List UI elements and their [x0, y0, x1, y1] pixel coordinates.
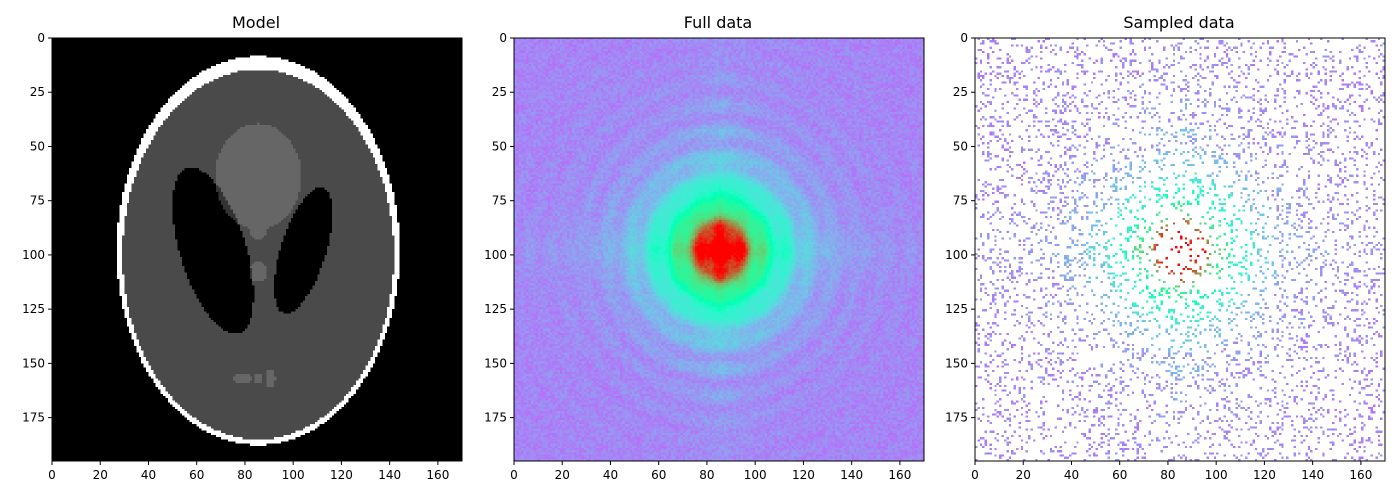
x-tick-label: 100 [744, 468, 767, 482]
x-tick-label: 80 [237, 468, 252, 482]
tick-group: 0 20 40 60 80 100 120 140 160 0 25 50 75 100 125 150 175 [945, 31, 1372, 482]
x-tick-label: 20 [555, 468, 570, 482]
y-tick-label: 100 [22, 248, 45, 262]
y-tick-label: 125 [484, 302, 507, 316]
x-tick-label: 140 [378, 468, 401, 482]
y-tick-label: 50 [953, 139, 968, 153]
heatmap-image [514, 38, 924, 461]
y-tick-label: 175 [945, 411, 968, 425]
y-tick-label: 50 [492, 139, 507, 153]
axes-frame [51, 37, 463, 462]
heatmap-image [975, 38, 1385, 461]
x-tick-label: 120 [1253, 468, 1276, 482]
panel-sampled-data: Sampled data 0 20 40 60 80 100 120 140 160 0 25 50 7… [945, 13, 1386, 482]
y-tick-label: 150 [945, 356, 968, 370]
panel-title: Full data [684, 13, 752, 32]
x-tick-label: 120 [792, 468, 815, 482]
x-tick-label: 40 [603, 468, 618, 482]
y-tick-label: 75 [30, 194, 45, 208]
axes-frame [974, 37, 1386, 462]
y-tick-label: 175 [484, 411, 507, 425]
y-tick-label: 125 [22, 302, 45, 316]
panel-title: Model [232, 13, 280, 32]
x-tick-label: 160 [426, 468, 449, 482]
x-tick-label: 160 [888, 468, 911, 482]
y-tick-label: 0 [960, 31, 968, 45]
y-tick-label: 175 [22, 411, 45, 425]
x-tick-label: 40 [1064, 468, 1079, 482]
y-tick-label: 125 [945, 302, 968, 316]
x-tick-label: 80 [1160, 468, 1175, 482]
x-tick-label: 140 [1301, 468, 1324, 482]
x-tick-label: 60 [189, 468, 204, 482]
x-tick-label: 40 [141, 468, 156, 482]
y-tick-label: 150 [22, 356, 45, 370]
tick-group: 0 20 40 60 80 100 120 140 160 0 25 50 75 100 125 150 175 [484, 31, 911, 482]
x-tick-label: 140 [840, 468, 863, 482]
panel-full-data: Full data 0 20 40 60 80 100 120 140 160 0 25 50 75 10… [484, 13, 925, 482]
x-tick-label: 60 [651, 468, 666, 482]
x-tick-label: 0 [971, 468, 979, 482]
y-tick-label: 0 [37, 31, 45, 45]
x-tick-label: 20 [93, 468, 108, 482]
y-tick-label: 25 [953, 85, 968, 99]
y-tick-label: 75 [492, 194, 507, 208]
axes-frame [513, 37, 925, 462]
y-tick-label: 25 [30, 85, 45, 99]
heatmap-image [52, 38, 462, 461]
y-tick-label: 75 [953, 194, 968, 208]
x-tick-label: 20 [1016, 468, 1031, 482]
y-tick-label: 100 [484, 248, 507, 262]
x-tick-label: 120 [330, 468, 353, 482]
tick-group: 0 20 40 60 80 100 120 140 160 0 25 50 75 100 125 150 175 [22, 31, 449, 482]
panel-title: Sampled data [1123, 13, 1234, 32]
x-tick-label: 0 [510, 468, 518, 482]
panel-model: Model 0 20 40 60 80 100 120 140 160 0 25 50 75 100 125… [22, 13, 463, 482]
y-tick-label: 25 [492, 85, 507, 99]
y-tick-label: 50 [30, 139, 45, 153]
y-tick-label: 150 [484, 356, 507, 370]
x-tick-label: 100 [282, 468, 305, 482]
x-tick-label: 160 [1349, 468, 1372, 482]
x-tick-label: 0 [48, 468, 56, 482]
y-tick-label: 0 [499, 31, 507, 45]
x-tick-label: 100 [1205, 468, 1228, 482]
y-tick-label: 100 [945, 248, 968, 262]
x-tick-label: 80 [699, 468, 714, 482]
x-tick-label: 60 [1112, 468, 1127, 482]
